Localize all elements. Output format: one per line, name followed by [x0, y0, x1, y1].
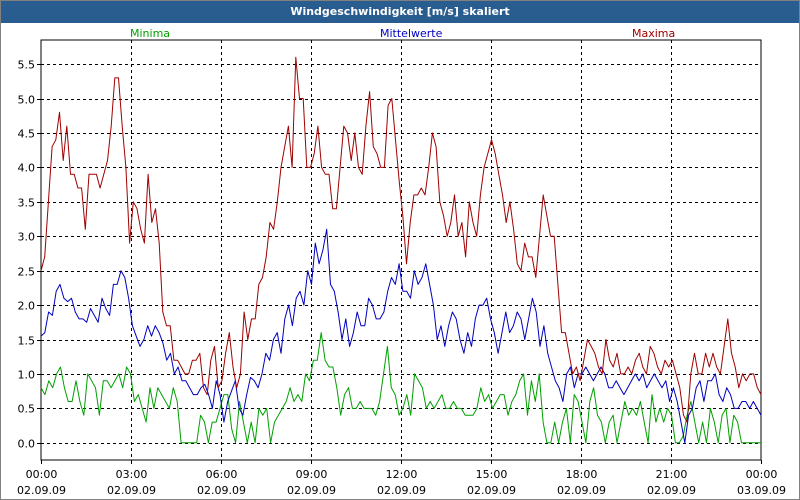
- y-tick-label: 5.5: [18, 59, 36, 72]
- x-tick-date: 03.09.09: [737, 484, 786, 497]
- x-tick-date: 02.09.09: [377, 484, 426, 497]
- x-tick-time: 21:00: [656, 468, 688, 481]
- x-axis-ticks: 00:00 02.09.09 03:00 02.09.09 06:00 02.09.09 0…: [17, 460, 786, 497]
- x-tick-time: 06:00: [206, 468, 238, 481]
- x-tick-time: 15:00: [476, 468, 508, 481]
- x-tick-time: 12:00: [386, 468, 418, 481]
- y-tick-label: 0.5: [18, 403, 36, 416]
- legend-minima: Minima: [130, 27, 170, 40]
- x-tick-date: 02.09.09: [287, 484, 336, 497]
- y-tick-label: 4.0: [18, 162, 36, 175]
- x-tick-date: 02.09.09: [107, 484, 156, 497]
- x-tick-date: 02.09.09: [17, 484, 66, 497]
- y-tick-label: 0.0: [18, 438, 36, 451]
- y-tick-label: 2.0: [18, 300, 36, 313]
- window-title: Windgeschwindigkeit [m/s] skaliert: [1, 1, 799, 23]
- legend-mittelwerte: Mittelwerte: [380, 27, 443, 40]
- series-lines: [40, 56, 762, 444]
- series-line-mittelwerte: [40, 228, 762, 444]
- x-tick-time: 09:00: [296, 468, 328, 481]
- y-tick-label: 3.5: [18, 197, 36, 210]
- y-tick-label: 5.0: [18, 94, 36, 107]
- y-tick-label: 1.5: [18, 335, 36, 348]
- y-tick-label: 4.5: [18, 128, 36, 141]
- x-tick-time: 00:00: [746, 468, 778, 481]
- y-tick-label: 2.5: [18, 266, 36, 279]
- x-tick-time: 18:00: [566, 468, 598, 481]
- legend-maxima: Maxima: [632, 27, 675, 40]
- y-tick-label: 1.0: [18, 369, 36, 382]
- series-line-maxima: [40, 56, 762, 423]
- x-tick-date: 02.09.09: [467, 484, 516, 497]
- x-tick-date: 02.09.09: [647, 484, 696, 497]
- x-tick-date: 02.09.09: [557, 484, 606, 497]
- y-tick-label: 3.0: [18, 231, 36, 244]
- x-tick-date: 02.09.09: [197, 484, 246, 497]
- x-tick-time: 03:00: [116, 468, 148, 481]
- grid-lines: [41, 40, 761, 460]
- series-line-minima: [40, 332, 761, 444]
- x-tick-time: 00:00: [26, 468, 58, 481]
- y-axis-ticks: 0.0 0.5 1.0 1.5 2.0 2.5 3.0 3.5 4.0 4.5 5.0 5.5: [18, 59, 41, 451]
